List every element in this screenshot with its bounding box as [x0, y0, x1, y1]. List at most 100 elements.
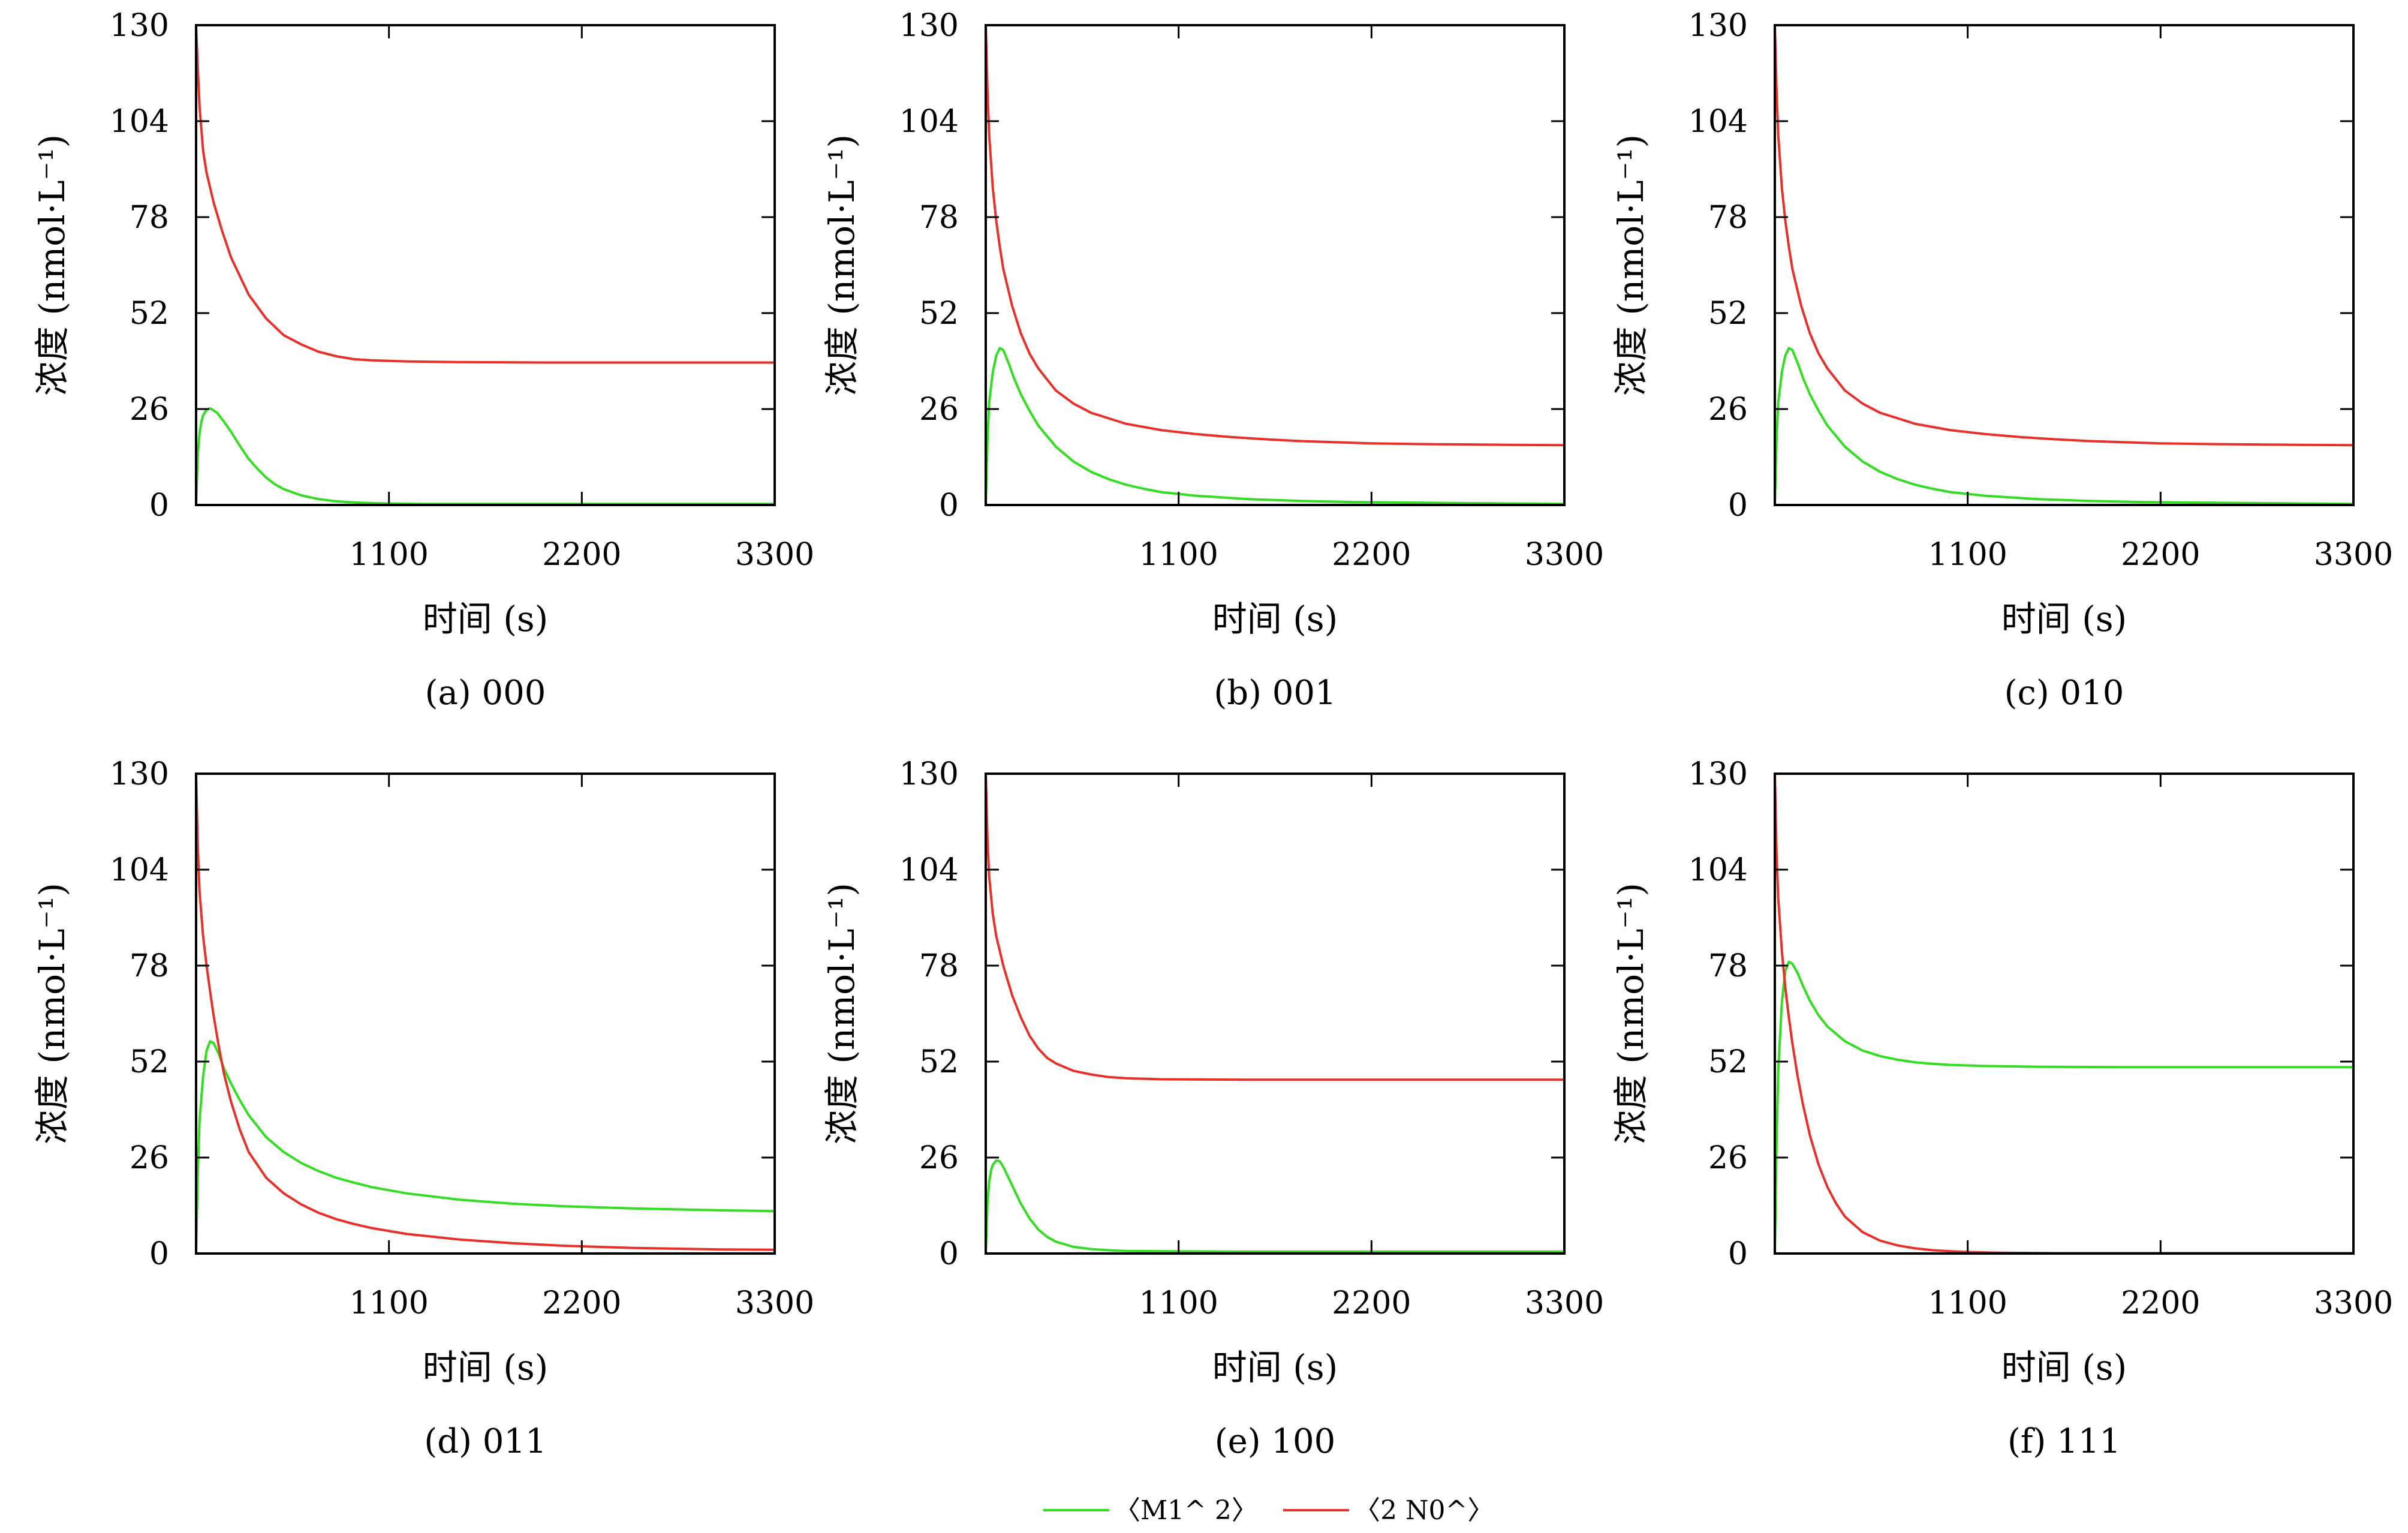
x-tick-label: 2200: [1332, 1285, 1411, 1321]
series-line-green: [985, 1159, 1564, 1254]
y-tick-label: 0: [1728, 488, 1748, 524]
y-axis-label: 浓度 (nmol·L⁻¹): [821, 883, 862, 1144]
legend-label-green: 〈M1^ 2〉: [1114, 1495, 1258, 1526]
legend-label-red: 〈2 N0^〉: [1354, 1495, 1494, 1526]
plot-frame: [1774, 772, 2355, 1255]
series-line-green: [195, 407, 775, 506]
y-axis-label: 浓度 (nmol·L⁻¹): [821, 134, 862, 396]
y-tick-label: 26: [1708, 1140, 1748, 1176]
x-tick-label: 1100: [1139, 1285, 1218, 1321]
y-tick-label: 130: [1688, 756, 1748, 792]
y-tick-label: 78: [919, 200, 959, 236]
plot-frame: [195, 772, 776, 1255]
y-axis-label: 浓度 (nmol·L⁻¹): [1611, 134, 1651, 396]
x-axis-label: 时间 (s): [423, 599, 548, 639]
panel-caption: (b) 001: [1214, 674, 1336, 713]
x-tick-label: 3300: [735, 537, 814, 573]
x-axis-label: 时间 (s): [423, 1347, 548, 1388]
y-tick-label: 130: [110, 756, 169, 792]
x-tick-label: 3300: [2314, 537, 2393, 573]
x-tick-label: 3300: [1525, 537, 1604, 573]
y-tick-label: 52: [130, 296, 169, 332]
series-line-red: [1774, 773, 2353, 1255]
y-axis-label: 浓度 (nmol·L⁻¹): [32, 883, 73, 1144]
chart-panel: 0 26 52 78 104 130 1100 2200 3300 时间 (s) 浓度 (nmol·…: [1611, 8, 2393, 713]
y-tick-label: 0: [939, 1236, 959, 1272]
y-tick-label: 0: [1728, 1236, 1748, 1272]
y-tick-label: 52: [919, 1044, 959, 1080]
x-axis-label: 时间 (s): [2001, 599, 2127, 639]
y-tick-label: 52: [130, 1044, 169, 1080]
x-tick-label: 3300: [735, 1285, 814, 1321]
x-tick-label: 2200: [2121, 1285, 2200, 1321]
series-line-red: [1774, 25, 2354, 447]
x-tick-label: 2200: [2121, 537, 2200, 573]
y-tick-label: 78: [130, 200, 169, 236]
x-tick-label: 3300: [1525, 1285, 1604, 1321]
series-line-green: [985, 347, 1565, 506]
legend: 〈M1^ 2〉 〈2 N0^〉: [1043, 1495, 1494, 1526]
y-tick-label: 104: [110, 104, 169, 140]
y-tick-label: 78: [130, 948, 169, 984]
panel-caption: (d) 011: [424, 1422, 546, 1461]
y-tick-label: 0: [939, 488, 959, 524]
y-tick-label: 78: [919, 948, 959, 984]
series-line-red: [195, 25, 775, 364]
x-tick-label: 1100: [349, 1285, 428, 1321]
panel-caption: (c) 010: [2004, 674, 2124, 713]
x-tick-label: 3300: [2314, 1285, 2393, 1321]
y-tick-label: 52: [1708, 296, 1748, 332]
y-axis-label: 浓度 (nmol·L⁻¹): [32, 134, 73, 396]
x-tick-label: 1100: [1928, 537, 2007, 573]
y-axis-label: 浓度 (nmol·L⁻¹): [1611, 883, 1651, 1144]
series-line-green: [1774, 960, 2353, 1254]
y-tick-label: 0: [149, 1236, 169, 1272]
panel-caption: (e) 100: [1215, 1422, 1336, 1461]
x-tick-label: 1100: [1928, 1285, 2007, 1321]
y-tick-label: 26: [130, 392, 169, 428]
x-tick-label: 2200: [542, 537, 621, 573]
chart-panel: 0 26 52 78 104 130 1100 2200 3300 时间 (s) 浓度 (nmol·…: [821, 756, 1604, 1461]
y-tick-label: 104: [1688, 104, 1748, 140]
y-tick-label: 130: [1688, 8, 1748, 44]
y-tick-label: 26: [919, 392, 959, 428]
series-line-red: [195, 773, 775, 1251]
y-tick-label: 104: [110, 852, 169, 888]
chart-panel: 0 26 52 78 104 130 1100 2200 3300 时间 (s) 浓度 (nmol·…: [821, 8, 1604, 713]
x-axis-label: 时间 (s): [2001, 1347, 2127, 1388]
x-tick-label: 2200: [542, 1285, 621, 1321]
y-tick-label: 130: [899, 756, 959, 792]
x-tick-label: 1100: [1139, 537, 1218, 573]
y-tick-label: 104: [899, 852, 959, 888]
chart-panel: 0 26 52 78 104 130 1100 2200 3300 时间 (s) 浓度 (nmol·…: [32, 8, 814, 713]
y-tick-label: 26: [919, 1140, 959, 1176]
panel-caption: (a) 000: [425, 674, 546, 713]
y-tick-label: 104: [899, 104, 959, 140]
y-tick-label: 130: [110, 8, 169, 44]
x-axis-label: 时间 (s): [1212, 1347, 1338, 1388]
y-tick-label: 52: [919, 296, 959, 332]
chart-panels: 0 26 52 78 104 130 1100 2200 3300 时间 (s) 浓度 (nmol·…: [32, 8, 2393, 1461]
y-tick-label: 130: [899, 8, 959, 44]
y-tick-label: 78: [1708, 948, 1748, 984]
y-tick-label: 78: [1708, 200, 1748, 236]
y-tick-label: 104: [1688, 852, 1748, 888]
plot-frame: [985, 772, 1566, 1255]
y-tick-label: 52: [1708, 1044, 1748, 1080]
x-tick-label: 1100: [349, 537, 428, 573]
series-line-green: [1774, 347, 2354, 506]
y-tick-label: 26: [1708, 392, 1748, 428]
series-line-red: [985, 25, 1565, 447]
x-axis-label: 时间 (s): [1212, 599, 1338, 639]
plot-frame: [1774, 24, 2355, 506]
plot-frame: [195, 24, 776, 506]
y-tick-label: 0: [149, 488, 169, 524]
panel-caption: (f) 111: [2007, 1422, 2121, 1461]
y-tick-label: 26: [130, 1140, 169, 1176]
series-line-red: [985, 773, 1564, 1081]
chart-panel: 0 26 52 78 104 130 1100 2200 3300 时间 (s) 浓度 (nmol·…: [1611, 756, 2393, 1461]
series-line-green: [195, 1040, 775, 1254]
x-tick-label: 2200: [1332, 537, 1411, 573]
plot-frame: [985, 24, 1566, 506]
